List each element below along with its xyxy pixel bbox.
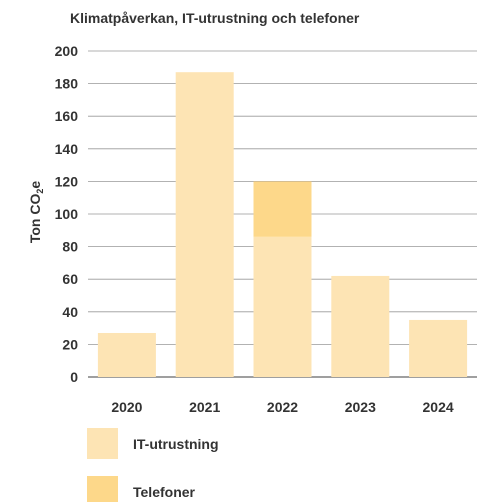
legend-label: Telefoner <box>133 484 196 500</box>
y-tick-label: 80 <box>62 239 78 255</box>
x-tick-label: 2023 <box>345 399 376 415</box>
y-tick-label: 160 <box>55 108 79 124</box>
bars <box>97 72 468 377</box>
y-axis-label-main: Ton CO <box>27 194 43 244</box>
legend-swatch <box>87 476 118 502</box>
x-axis-ticks: 2020 2021 2022 2023 2024 <box>111 399 454 415</box>
y-tick-label: 200 <box>55 43 79 59</box>
y-tick-label: 100 <box>55 206 79 222</box>
y-axis-label-suffix: e <box>27 181 43 189</box>
y-axis-label: Ton CO2e <box>27 181 45 244</box>
legend-label: IT-utrustning <box>133 436 219 452</box>
y-tick-label: 180 <box>55 76 79 92</box>
y-axis-ticks: 0 20 40 60 80 100 120 140 160 180 200 <box>55 43 79 385</box>
bar-2024-series-0 <box>409 319 468 377</box>
y-axis-label-subscript: 2 <box>35 189 45 194</box>
x-tick-label: 2022 <box>267 399 298 415</box>
chart-title: Klimatpåverkan, IT-utrustning och telefo… <box>70 10 360 26</box>
y-tick-label: 20 <box>62 336 78 352</box>
bar-2022-series-0 <box>253 236 312 377</box>
y-tick-label: 0 <box>70 369 78 385</box>
x-tick-label: 2024 <box>423 399 454 415</box>
y-tick-label: 120 <box>55 173 79 189</box>
y-tick-label: 40 <box>62 304 78 320</box>
y-tick-label: 60 <box>62 271 78 287</box>
bar-2021-series-0 <box>175 72 234 377</box>
bar-2022-series-1 <box>253 181 312 237</box>
x-tick-label: 2020 <box>111 399 142 415</box>
y-tick-label: 140 <box>55 141 79 157</box>
bar-2020-series-0 <box>97 332 156 377</box>
x-tick-label: 2021 <box>189 399 220 415</box>
bar-2023-series-0 <box>331 275 390 377</box>
legend: IT-utrustning Telefoner <box>87 428 219 502</box>
legend-swatch <box>87 428 118 459</box>
